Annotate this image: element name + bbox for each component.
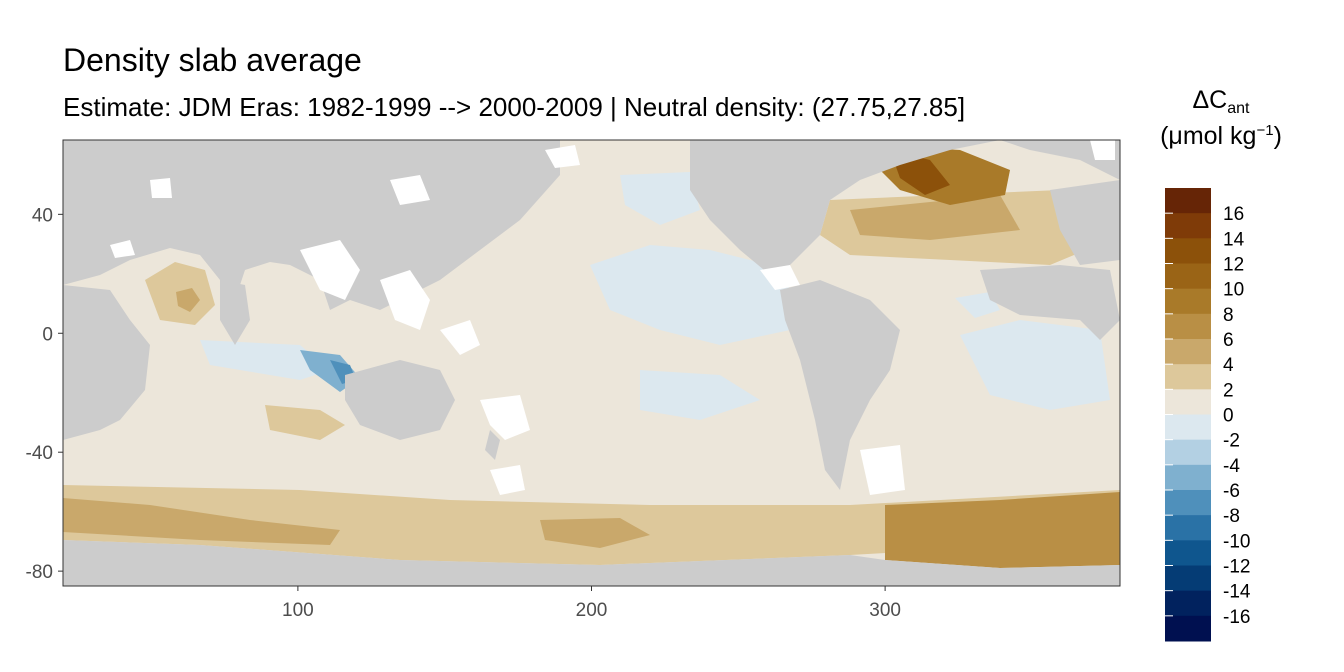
legend-label: -12 (1223, 557, 1250, 578)
north-atlantic-blue (955, 292, 1000, 318)
y-tick-label: -80 (26, 562, 53, 583)
legend-label: 14 (1223, 229, 1245, 250)
legend-swatch (1165, 339, 1211, 365)
no-data-gaps (110, 140, 1115, 495)
legend-title-variable: ΔCant (1192, 86, 1250, 117)
legend-label: -10 (1223, 531, 1250, 552)
land (63, 140, 1120, 586)
legend-label: 6 (1223, 330, 1234, 351)
legend-swatch (1165, 490, 1211, 516)
legend-label: 12 (1223, 255, 1244, 276)
greenland (1000, 140, 1120, 180)
y-tick-label: -40 (26, 443, 53, 464)
weddell-sea (885, 492, 1120, 568)
map-panel (63, 140, 1120, 586)
legend-label: 16 (1223, 204, 1244, 225)
indian-blue (200, 340, 330, 380)
new-zealand (485, 430, 500, 460)
antarctica (63, 540, 1120, 586)
legend-label: 2 (1223, 380, 1234, 401)
south-atlantic-blue (960, 320, 1110, 410)
legend-swatch (1165, 188, 1211, 214)
legend-swatch (1165, 364, 1211, 390)
legend-swatch (1165, 565, 1211, 592)
legend-swatch (1165, 213, 1211, 239)
legend-swatch (1165, 263, 1211, 290)
north-america (690, 140, 1000, 275)
north-pacific-blue-patch (590, 245, 800, 345)
africa-east (980, 265, 1120, 340)
chart-title: Density slab average (63, 42, 362, 78)
legend-label: -16 (1223, 607, 1250, 628)
east-pacific-blue (640, 370, 760, 420)
north-atlantic-mid (850, 195, 1020, 240)
legend-label: -8 (1223, 506, 1240, 527)
legend-label: -14 (1223, 582, 1251, 603)
x-tick-label: 300 (869, 600, 901, 621)
europe (1050, 180, 1120, 265)
legend-swatch (1165, 540, 1211, 566)
legend-swatch (1165, 313, 1211, 340)
eurasia (63, 140, 560, 310)
india (220, 280, 250, 345)
legend-swatch (1165, 615, 1211, 642)
x-tick-label: 100 (282, 600, 314, 621)
legend-colorbar: 16 14 12 10 8 6 4 2 0 -2 -4 -6 -8 -10 -12 -14 -16 (1165, 188, 1251, 642)
australia (345, 360, 455, 440)
x-tick-label: 200 (576, 600, 608, 621)
y-tick-label: 0 (42, 324, 53, 345)
legend-swatch (1165, 288, 1211, 315)
legend-swatch (1165, 590, 1211, 617)
legend-label: 10 (1223, 280, 1244, 301)
legend-swatch (1165, 515, 1211, 541)
legend-swatch (1165, 414, 1211, 441)
legend-label: 0 (1223, 406, 1234, 427)
legend-label: -4 (1223, 456, 1240, 477)
southern-ocean-pacific (540, 518, 650, 548)
legend-swatch (1165, 238, 1211, 264)
legend-title: ΔCant (μmol kg−1) (1156, 84, 1286, 152)
south-america (780, 280, 900, 490)
legend-label: -6 (1223, 481, 1240, 502)
legend-swatch (1165, 389, 1211, 415)
legend-label: 8 (1223, 305, 1234, 326)
north-pacific-high-blue (620, 172, 700, 225)
southern-ocean-indian (63, 498, 340, 545)
chart-subtitle: Estimate: JDM Eras: 1982-1999 --> 2000-2… (63, 92, 966, 122)
legend-swatch (1165, 439, 1211, 466)
legend-swatch (1165, 464, 1211, 491)
africa-west (63, 285, 150, 440)
legend-title-unit: (μmol kg−1) (1160, 121, 1282, 150)
y-tick-label: 40 (32, 205, 53, 226)
legend-label: -2 (1223, 431, 1240, 452)
arabian-sea-core (176, 288, 200, 312)
legend-label: 4 (1223, 355, 1234, 376)
tasman-patch (265, 405, 345, 440)
